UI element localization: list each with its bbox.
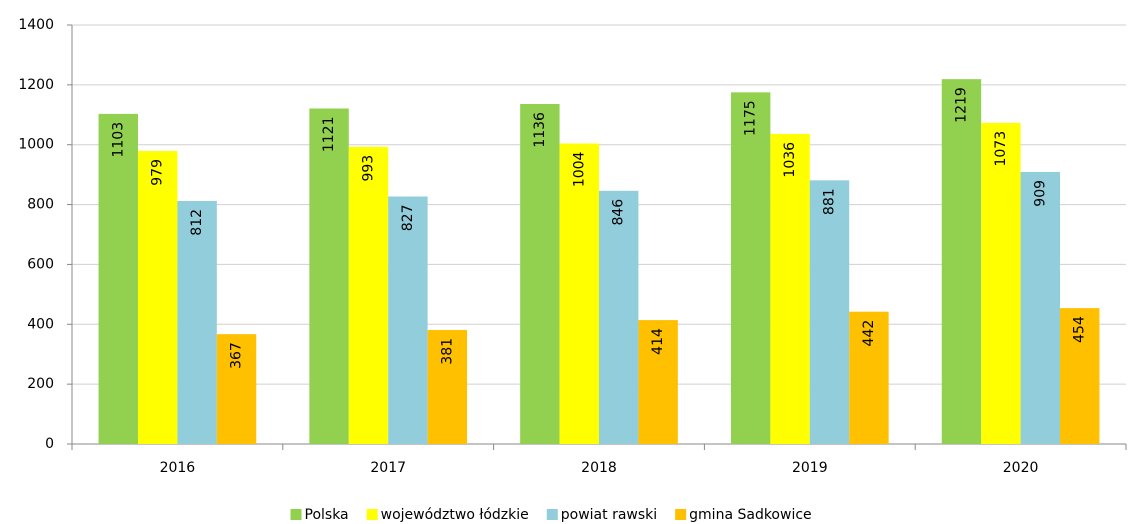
bar	[388, 196, 428, 444]
bar	[559, 143, 599, 444]
data-label: 367	[229, 342, 245, 369]
data-label: 1175	[743, 100, 759, 136]
bar	[427, 329, 468, 444]
legend-label: powiat rawski	[561, 507, 657, 523]
data-label: 1004	[571, 151, 587, 187]
bar	[981, 122, 1021, 445]
data-label: 993	[360, 155, 376, 182]
y-tick-label: 200	[27, 376, 54, 392]
data-label: 442	[861, 320, 877, 347]
bar	[730, 92, 771, 444]
data-label: 827	[400, 204, 416, 231]
bar	[520, 104, 560, 445]
bar	[309, 108, 349, 444]
data-label: 812	[189, 209, 205, 236]
data-label: 979	[150, 159, 166, 186]
legend-label: Polska	[305, 507, 349, 523]
bar	[137, 150, 178, 445]
y-tick-label: 1200	[18, 77, 54, 93]
data-label: 454	[1072, 316, 1088, 343]
y-tick-label: 0	[45, 436, 54, 452]
data-label: 1036	[782, 142, 798, 178]
bar	[638, 320, 678, 444]
bar	[770, 133, 810, 444]
legend-label: województwo łódzkie	[381, 507, 529, 523]
legend-swatch	[546, 509, 558, 520]
data-label: 1103	[110, 122, 126, 158]
bar	[216, 334, 257, 444]
data-label: 1219	[953, 87, 969, 123]
legend-swatch	[290, 509, 302, 520]
data-label: 881	[822, 188, 838, 215]
data-label: 1136	[532, 112, 548, 148]
data-label: 1073	[993, 131, 1009, 167]
bar	[809, 180, 850, 444]
data-label: 909	[1032, 180, 1048, 207]
data-label: 381	[439, 338, 455, 365]
data-label: 846	[611, 199, 627, 226]
legend-swatch	[366, 509, 378, 520]
data-label: 1121	[321, 117, 337, 153]
y-tick-label: 1400	[18, 17, 54, 33]
bar	[1020, 171, 1061, 444]
bar	[599, 190, 639, 444]
x-tick-label: 2016	[160, 460, 196, 476]
bar	[98, 113, 138, 445]
x-tick-label: 2018	[581, 460, 617, 476]
y-tick-label: 800	[27, 197, 54, 213]
bar	[348, 146, 389, 445]
y-tick-label: 600	[27, 256, 54, 272]
legend-swatch	[675, 509, 687, 520]
x-tick-label: 2017	[370, 460, 406, 476]
bar	[849, 311, 889, 444]
x-tick-label: 2020	[1003, 460, 1039, 476]
bar	[941, 79, 982, 444]
bar	[1060, 308, 1100, 444]
y-tick-label: 400	[27, 316, 54, 332]
y-tick-label: 1000	[18, 137, 54, 153]
legend-label: gmina Sadkowice	[689, 507, 812, 523]
data-label: 414	[650, 328, 666, 355]
bar	[177, 200, 217, 444]
x-tick-label: 2019	[792, 460, 828, 476]
